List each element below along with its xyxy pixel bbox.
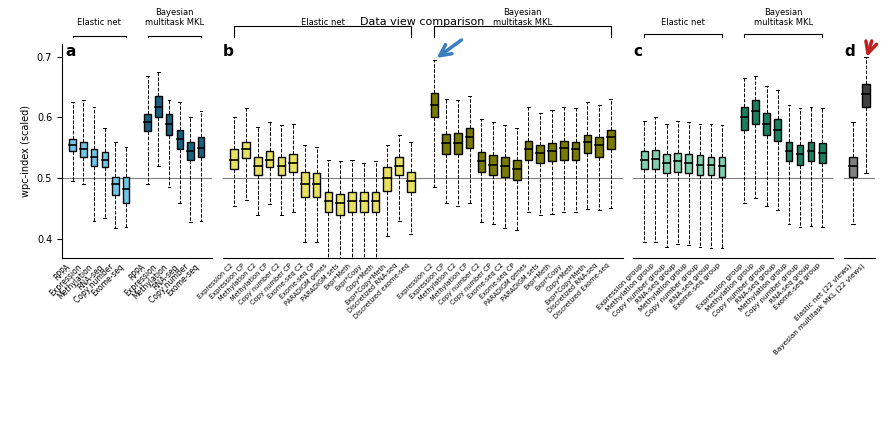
Bar — [177, 130, 183, 149]
Text: Elastic net: Elastic net — [661, 18, 705, 28]
Bar — [80, 142, 87, 157]
Bar — [572, 142, 579, 160]
Text: Bayesian
multitask MKL: Bayesian multitask MKL — [145, 8, 204, 28]
Bar — [641, 151, 648, 169]
Bar — [466, 128, 474, 148]
Bar — [685, 154, 692, 174]
Text: a: a — [65, 44, 75, 59]
Bar — [324, 192, 332, 212]
Bar — [752, 100, 758, 123]
Bar — [786, 142, 792, 161]
Bar — [289, 154, 297, 172]
Bar — [360, 192, 368, 212]
Bar — [431, 93, 438, 118]
Bar — [862, 84, 870, 107]
Bar — [819, 143, 826, 163]
Bar — [407, 172, 415, 192]
Text: Bayesian
multitask MKL: Bayesian multitask MKL — [493, 8, 552, 28]
Bar — [198, 137, 204, 157]
Bar — [144, 115, 151, 131]
Bar — [348, 192, 355, 212]
Bar — [395, 157, 403, 175]
Bar — [231, 149, 238, 169]
Bar — [91, 149, 97, 166]
Bar — [663, 154, 670, 174]
Text: d: d — [844, 44, 855, 59]
Bar — [513, 160, 521, 179]
Bar — [583, 135, 591, 153]
Text: b: b — [223, 44, 233, 59]
Bar — [537, 145, 544, 163]
Bar — [371, 192, 379, 212]
Bar — [442, 134, 450, 154]
Bar — [708, 157, 714, 175]
Bar — [560, 141, 568, 160]
Bar — [69, 139, 76, 151]
Bar — [384, 167, 391, 190]
Bar — [850, 157, 857, 177]
Bar — [674, 153, 681, 172]
Bar — [454, 133, 461, 154]
Bar — [763, 113, 770, 135]
Bar — [102, 152, 108, 167]
Text: Data view comparison: Data view comparison — [361, 17, 484, 28]
Bar — [607, 130, 614, 149]
Bar — [525, 141, 532, 160]
Bar — [490, 155, 497, 175]
Bar — [254, 157, 262, 175]
Bar — [123, 177, 129, 203]
Bar — [278, 157, 286, 175]
Bar — [808, 142, 814, 161]
Text: Elastic net: Elastic net — [78, 18, 121, 28]
Bar — [652, 150, 659, 169]
Text: Bayesian
multitask MKL: Bayesian multitask MKL — [754, 8, 813, 28]
Bar — [548, 143, 556, 161]
Y-axis label: wpc-index (scaled): wpc-index (scaled) — [21, 105, 31, 197]
Bar — [112, 177, 118, 195]
Bar — [166, 115, 172, 135]
Bar — [337, 194, 344, 215]
Bar — [313, 174, 321, 197]
Bar — [774, 119, 781, 141]
Bar — [796, 145, 804, 165]
Bar — [501, 157, 509, 177]
Bar — [155, 96, 162, 118]
Bar — [741, 107, 748, 130]
Bar — [477, 152, 485, 172]
Text: c: c — [633, 44, 643, 59]
Bar — [266, 151, 273, 167]
Bar — [719, 157, 726, 177]
Bar — [242, 142, 250, 158]
Bar — [187, 142, 194, 160]
Text: Elastic net: Elastic net — [301, 18, 345, 28]
Bar — [301, 172, 309, 197]
Bar — [595, 137, 603, 157]
Bar — [697, 155, 704, 175]
